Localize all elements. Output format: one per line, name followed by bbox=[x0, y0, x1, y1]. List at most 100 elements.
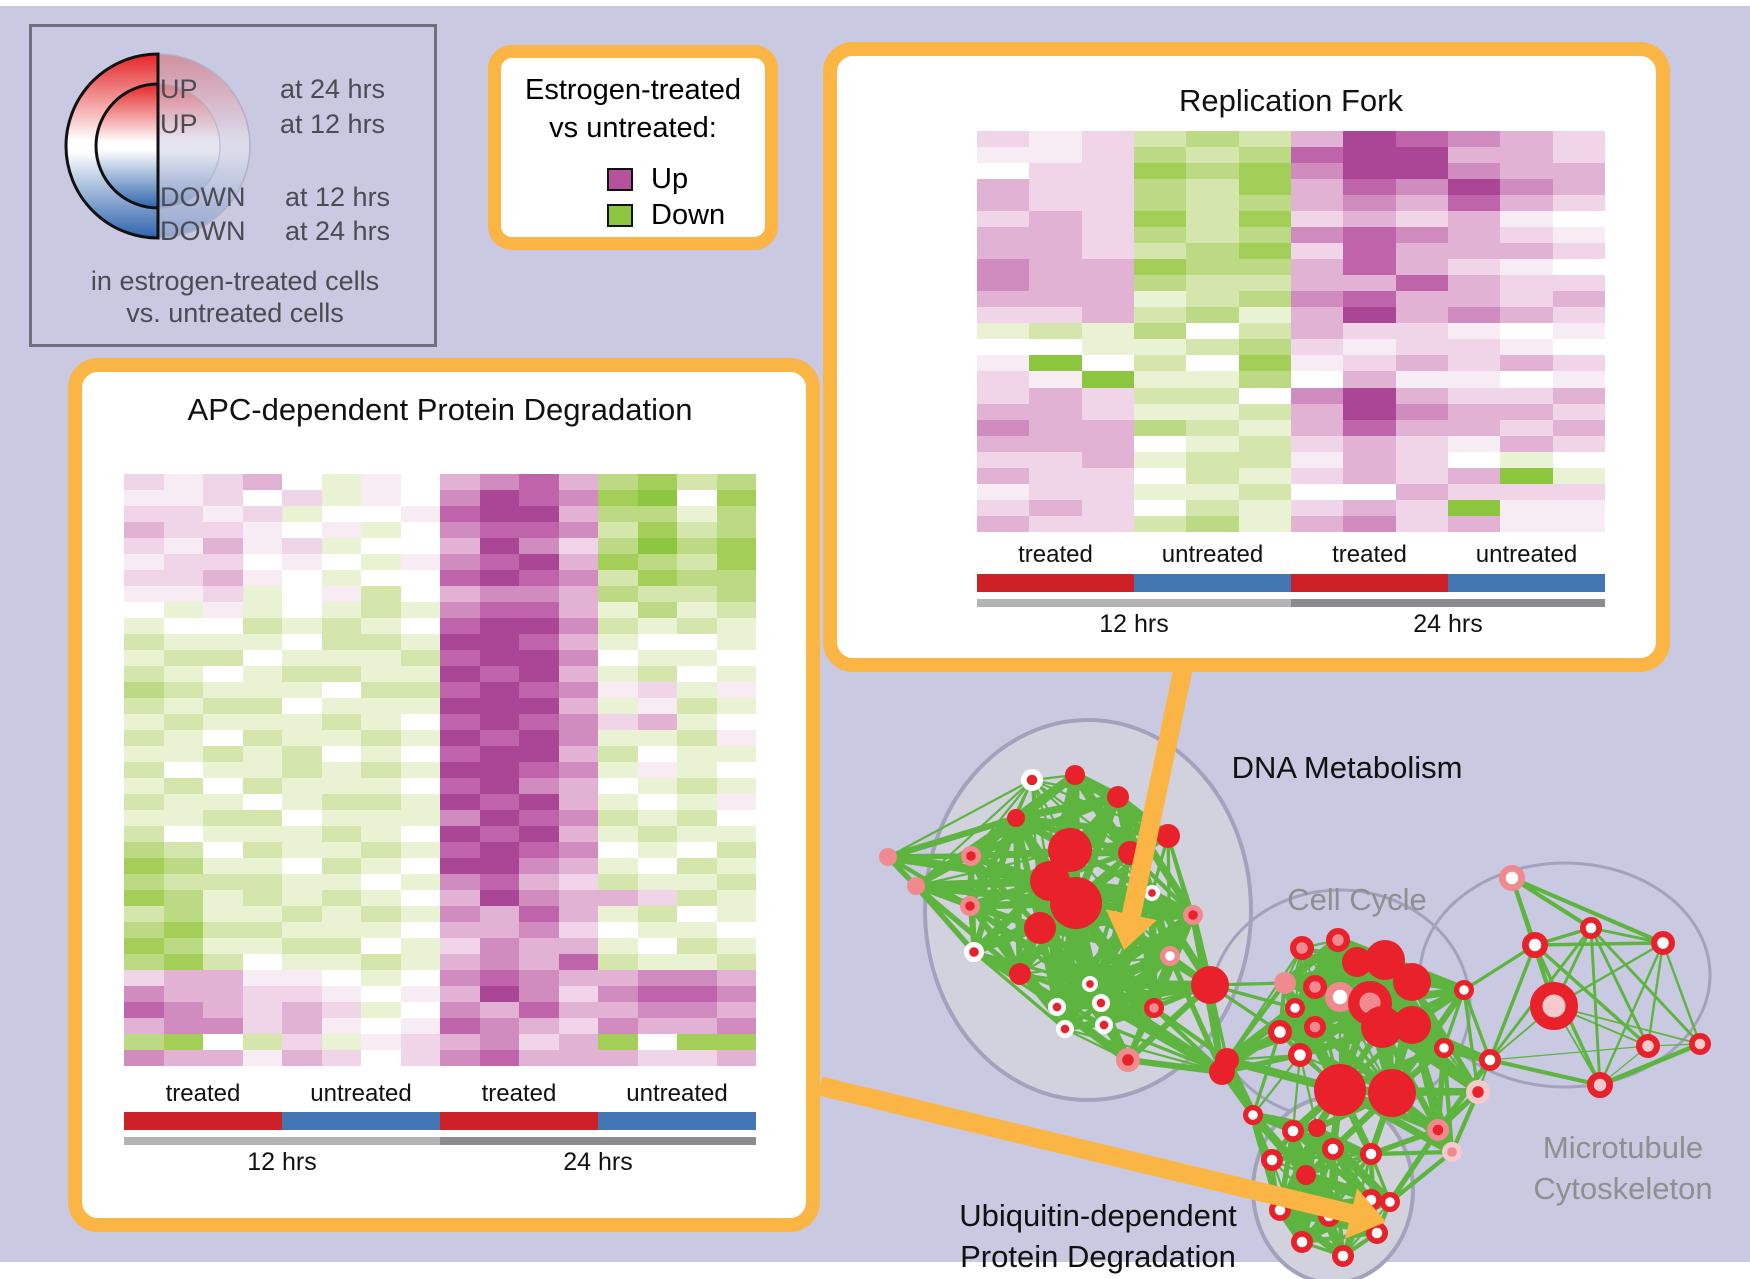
network-node bbox=[1579, 916, 1602, 939]
heatmap-row bbox=[977, 291, 1605, 308]
heatmap-row bbox=[124, 970, 756, 986]
heatmap-row bbox=[124, 634, 756, 650]
heatmap-row bbox=[124, 938, 756, 954]
heatmap-row bbox=[977, 419, 1605, 436]
timepoint-label: 12 hrs bbox=[1099, 610, 1169, 638]
ring-label-up-outer: UP bbox=[160, 74, 198, 104]
network-node bbox=[1368, 1069, 1416, 1117]
network-node bbox=[1143, 997, 1164, 1018]
network-node bbox=[1050, 877, 1102, 929]
network-edge bbox=[1114, 794, 1197, 918]
heatmap-row bbox=[977, 339, 1605, 356]
network-node bbox=[1091, 994, 1110, 1013]
network-edge bbox=[1099, 999, 1224, 1076]
heatmap-row bbox=[124, 1034, 756, 1050]
heatmap-row bbox=[977, 483, 1605, 500]
network-edge bbox=[1489, 1058, 1601, 1087]
network-edge bbox=[1055, 953, 1172, 1010]
network-edge bbox=[1127, 1056, 1223, 1076]
replication-fork-heatmap bbox=[977, 131, 1605, 532]
overview-legend-box: UP at 24 hrs UP at 12 hrs DOWN at 12 hrs… bbox=[29, 24, 437, 347]
treatment-group-labels: treated untreated treated untreated bbox=[977, 541, 1605, 569]
timepoint-label: 24 hrs bbox=[563, 1148, 633, 1176]
network-node bbox=[1342, 947, 1372, 977]
network-node bbox=[1156, 824, 1180, 848]
network-edge bbox=[1510, 876, 1593, 930]
network-node bbox=[1465, 1079, 1490, 1104]
network-edge bbox=[1252, 1111, 1318, 1132]
overview-caption-line1: in estrogen-treated cells bbox=[90, 266, 380, 296]
heatmap-row bbox=[977, 371, 1605, 388]
network-edge bbox=[1225, 981, 1287, 1062]
heatmap-row bbox=[124, 906, 756, 922]
heatmap-row bbox=[977, 515, 1605, 532]
heatmap-row bbox=[124, 730, 756, 746]
network-node bbox=[1081, 976, 1098, 993]
network-node bbox=[1433, 1037, 1454, 1058]
network-edge bbox=[887, 779, 1033, 858]
heatmap-row bbox=[977, 259, 1605, 276]
heatmap-row bbox=[977, 307, 1605, 324]
network-node bbox=[1094, 1016, 1113, 1035]
heatmap-row bbox=[124, 778, 756, 794]
network-node bbox=[1182, 904, 1203, 925]
ring-label-down-outer: DOWN bbox=[160, 216, 246, 246]
network-node bbox=[1284, 997, 1305, 1018]
network-node bbox=[1453, 979, 1474, 1000]
network-edge bbox=[1370, 1149, 1453, 1157]
network-node bbox=[1635, 1033, 1660, 1058]
network-node bbox=[1289, 935, 1314, 960]
updown-legend-title-line2: vs untreated: bbox=[549, 112, 717, 144]
network-edge bbox=[915, 848, 1071, 888]
ring-label-down-inner: DOWN bbox=[160, 182, 246, 212]
ring-time-12b: at 12 hrs bbox=[285, 182, 391, 212]
network-node bbox=[1009, 963, 1031, 985]
network-edge bbox=[1442, 989, 1466, 1049]
treatment-group-label: untreated bbox=[1161, 541, 1264, 568]
timepoint-bar bbox=[124, 1137, 756, 1145]
network-edge bbox=[1252, 1054, 1301, 1116]
heatmap-row bbox=[124, 762, 756, 778]
network-edge bbox=[1589, 927, 1602, 1086]
network-node bbox=[1393, 1006, 1431, 1044]
network-edge bbox=[1388, 1150, 1454, 1204]
heatmap-row bbox=[124, 618, 756, 634]
heatmap-row bbox=[977, 387, 1605, 404]
treatment-color-bar bbox=[124, 1112, 756, 1130]
network-node bbox=[1024, 912, 1056, 944]
network-node bbox=[1365, 940, 1405, 980]
network-node bbox=[960, 845, 981, 866]
heatmap-row bbox=[124, 874, 756, 890]
network-node bbox=[1143, 885, 1160, 902]
network-node bbox=[879, 848, 897, 866]
network-edge bbox=[973, 950, 1091, 986]
network-node bbox=[1359, 1142, 1382, 1165]
network-node bbox=[1426, 1118, 1449, 1141]
network-node bbox=[1065, 765, 1085, 785]
network-node bbox=[1242, 1104, 1263, 1125]
heatmap-row bbox=[124, 858, 756, 874]
network-node bbox=[1303, 1015, 1326, 1038]
network-node bbox=[963, 941, 984, 962]
ring-time-12: at 12 hrs bbox=[280, 109, 386, 139]
heatmap-row bbox=[124, 666, 756, 682]
updown-legend-title-line1: Estrogen-treated bbox=[524, 74, 741, 106]
network-node bbox=[959, 895, 980, 916]
updown-legend-item: Up bbox=[607, 163, 688, 196]
treatment-group-labels: treated untreated treated untreated bbox=[124, 1080, 756, 1108]
network-edge bbox=[1661, 942, 1702, 1045]
heatmap-row bbox=[124, 570, 756, 586]
timepoint-label: 12 hrs bbox=[247, 1148, 317, 1176]
heatmap-row bbox=[124, 986, 756, 1002]
network-node bbox=[1321, 1137, 1344, 1160]
network-node bbox=[1281, 1119, 1304, 1142]
network-edge bbox=[1589, 927, 1650, 1047]
heatmap-row bbox=[124, 794, 756, 810]
heatmap-row bbox=[124, 698, 756, 714]
heatmap-row bbox=[977, 211, 1605, 228]
heatmap-row bbox=[124, 554, 756, 570]
network-edge bbox=[1435, 1058, 1493, 1132]
network-edge bbox=[1463, 943, 1536, 992]
overview-caption-line2: vs. untreated cells bbox=[126, 298, 344, 328]
updown-legend-item-label: Down bbox=[651, 199, 726, 231]
